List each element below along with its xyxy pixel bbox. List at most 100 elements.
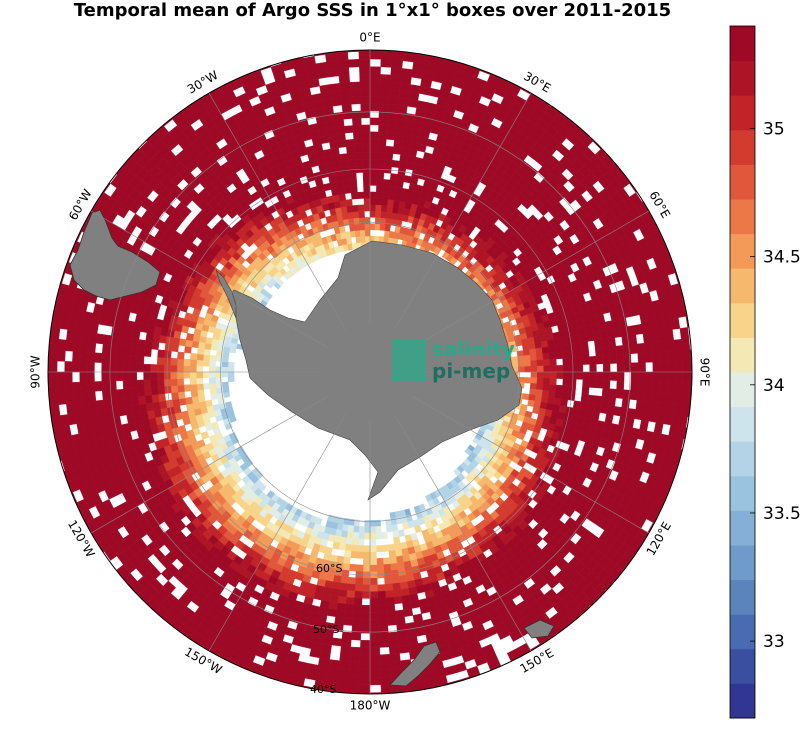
sss-box bbox=[49, 349, 58, 362]
sss-box bbox=[628, 334, 638, 345]
sss-box bbox=[49, 393, 59, 406]
sss-box bbox=[554, 391, 563, 400]
sss-box bbox=[123, 388, 132, 399]
sss-box bbox=[353, 145, 363, 154]
sss-box bbox=[325, 52, 338, 63]
sss-box bbox=[542, 383, 550, 392]
sss-box bbox=[659, 381, 668, 393]
sss-box bbox=[602, 371, 611, 381]
sss-box bbox=[589, 363, 597, 373]
sss-box bbox=[375, 545, 383, 553]
lat-label-50s: 50°S bbox=[313, 623, 339, 636]
sss-box bbox=[530, 371, 538, 379]
sss-box bbox=[357, 191, 365, 199]
sss-box bbox=[379, 89, 390, 98]
sss-box bbox=[183, 365, 191, 373]
sss-box bbox=[580, 394, 589, 403]
sss-box bbox=[363, 551, 371, 559]
sss-box bbox=[151, 394, 160, 403]
sss-box bbox=[394, 125, 405, 135]
sss-box bbox=[659, 371, 668, 383]
sss-box bbox=[358, 204, 365, 212]
sss-box bbox=[524, 360, 532, 367]
sss-box bbox=[362, 577, 371, 586]
sss-box bbox=[559, 398, 568, 407]
sss-box bbox=[548, 345, 556, 354]
sss-box bbox=[196, 383, 204, 391]
sss-box bbox=[616, 380, 625, 390]
sss-box bbox=[156, 371, 165, 380]
sss-box bbox=[388, 638, 400, 648]
sss-box bbox=[95, 399, 105, 411]
sss-box bbox=[667, 371, 676, 383]
sss-box bbox=[376, 178, 384, 187]
sss-box bbox=[403, 608, 414, 617]
sss-box bbox=[190, 389, 199, 398]
sss-box bbox=[338, 589, 348, 598]
sss-box bbox=[353, 131, 363, 140]
sss-box bbox=[652, 361, 661, 373]
sss-box bbox=[386, 205, 394, 213]
sss-box bbox=[659, 351, 668, 363]
sss-box bbox=[369, 591, 379, 599]
sss-box bbox=[184, 345, 192, 354]
sss-box bbox=[389, 82, 401, 91]
sss-box bbox=[574, 349, 583, 358]
sss-box bbox=[88, 400, 98, 412]
sss-box bbox=[358, 532, 365, 540]
sss-box bbox=[559, 337, 568, 346]
sss-box bbox=[562, 378, 570, 387]
sss-box bbox=[353, 597, 363, 606]
sss-box bbox=[81, 401, 91, 413]
sss-box bbox=[345, 537, 353, 545]
sss-box bbox=[394, 609, 405, 619]
sss-box bbox=[339, 153, 348, 162]
sss-box bbox=[143, 348, 152, 357]
sss-box bbox=[150, 386, 159, 396]
sss-box bbox=[375, 204, 382, 212]
sss-box bbox=[337, 139, 347, 148]
sss-box bbox=[415, 584, 426, 594]
sss-box bbox=[335, 609, 346, 619]
sss-box bbox=[339, 82, 351, 91]
sss-box bbox=[73, 402, 83, 414]
sss-box bbox=[369, 66, 381, 75]
sss-box bbox=[130, 388, 139, 398]
sss-box bbox=[65, 392, 75, 405]
sss-box bbox=[196, 365, 203, 373]
sss-box bbox=[390, 660, 402, 670]
sss-box bbox=[375, 526, 382, 534]
sss-box bbox=[536, 383, 544, 391]
colorbar-tick-label: 33 bbox=[763, 632, 785, 652]
sss-box bbox=[657, 402, 667, 414]
sss-box bbox=[157, 349, 166, 358]
sss-box bbox=[369, 117, 380, 126]
sss-box bbox=[359, 229, 366, 237]
sss-box bbox=[156, 378, 165, 388]
sss-box bbox=[378, 124, 388, 133]
colorbar-segment bbox=[730, 648, 755, 684]
sss-box bbox=[183, 358, 191, 366]
sss-box bbox=[190, 352, 198, 361]
sss-box bbox=[335, 125, 346, 135]
sss-box bbox=[388, 104, 399, 113]
sss-box bbox=[170, 378, 178, 387]
sss-box bbox=[360, 96, 371, 104]
sss-box bbox=[443, 665, 457, 676]
sss-box bbox=[602, 363, 611, 373]
sss-box bbox=[665, 339, 675, 352]
sss-box bbox=[575, 371, 584, 380]
sss-box bbox=[536, 359, 544, 367]
sss-box bbox=[588, 355, 597, 365]
sss-box bbox=[348, 668, 360, 678]
sss-box bbox=[380, 51, 393, 60]
sss-box bbox=[561, 350, 570, 359]
sss-box bbox=[361, 138, 371, 146]
sss-box bbox=[548, 384, 557, 392]
sss-box bbox=[337, 675, 349, 685]
sss-box bbox=[556, 371, 564, 379]
sss-box bbox=[369, 178, 377, 186]
sss-box bbox=[389, 511, 397, 520]
sss-box bbox=[221, 381, 229, 388]
sss-box bbox=[87, 352, 96, 363]
